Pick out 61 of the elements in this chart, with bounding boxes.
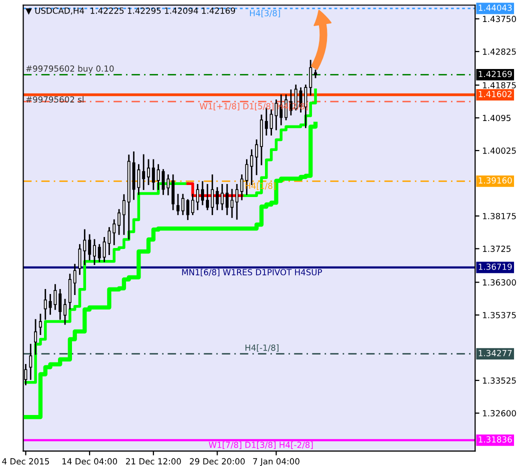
- candlestick: [230, 188, 234, 218]
- x-tick-label: 21 Dec 12:00: [126, 458, 181, 464]
- candlestick: [64, 298, 67, 325]
- candlestick: [210, 174, 214, 216]
- candlestick: [122, 194, 126, 235]
- y-tick-label: 1.43750: [482, 16, 516, 22]
- candlestick: [98, 244, 101, 262]
- candlestick: [83, 229, 86, 265]
- y-tick-label: 1.42825: [482, 48, 516, 55]
- candlestick: [147, 159, 150, 186]
- y-tick-label: 1.3725: [482, 246, 510, 252]
- x-tick-label: 14 Dec 04:00: [62, 458, 118, 464]
- ref-line-label: #99795602 buy 0.10: [26, 65, 114, 74]
- candlestick: [255, 139, 258, 176]
- y-tick-label: 1.32600: [482, 410, 516, 416]
- candlestick: [206, 184, 209, 210]
- x-tick-label: 4 Dec 2015: [2, 458, 49, 464]
- candlestick: [68, 274, 72, 310]
- candlestick: [172, 174, 175, 210]
- x-tick-label: 7 Jan 04:00: [253, 458, 300, 466]
- y-tick-label: 1.36300: [482, 279, 516, 286]
- annotation: 1.44043: [478, 4, 512, 11]
- candlestick: [152, 159, 155, 190]
- annotation: 1.34277: [478, 350, 512, 356]
- y-tick-label: 1.38175: [482, 212, 516, 220]
- ref-line-label: MN1[6/8] W1RES D1PIVOT H4SUP: [182, 268, 322, 276]
- candlestick: [196, 184, 200, 210]
- y-tick-label: 1.4095: [482, 114, 510, 122]
- candlestick: [92, 239, 96, 265]
- candlestick: [181, 194, 184, 216]
- ref-line-label: W1[+1/8] D1[5/8] H4[2/8]: [200, 102, 308, 110]
- candlestick: [235, 184, 238, 220]
- annotation: 1.39160: [478, 177, 512, 184]
- candlestick: [226, 184, 229, 216]
- candlestick: [309, 60, 312, 96]
- annotation: 1.31836: [478, 436, 512, 443]
- candlestick: [112, 219, 116, 246]
- candlestick: [44, 289, 47, 320]
- x-tick-label: 29 Dec 20:00: [190, 458, 245, 464]
- y-tick-label: 1.35375: [482, 312, 516, 318]
- y-tick-label: 1.33525: [482, 377, 516, 384]
- candlestick: [58, 289, 62, 320]
- chart-title: ▼ USDCAD,H4 1.42225 1.42295 1.42094 1.42169: [26, 8, 236, 15]
- ref-line-label: H4[3/8]: [250, 10, 280, 18]
- annotation: 1.42169: [478, 70, 512, 78]
- candlestick: [34, 319, 38, 355]
- annotation: 1.36719: [478, 264, 512, 270]
- candlestick: [201, 181, 204, 206]
- candlestick: [88, 234, 92, 260]
- candlestick: [73, 264, 76, 296]
- candlestick: [29, 344, 32, 380]
- annotation: 1.41602: [478, 90, 512, 98]
- candlestick: [166, 174, 170, 196]
- candlestick: [176, 194, 180, 216]
- y-tick-label: 1.41875: [482, 82, 516, 88]
- ref-line-label: H4[-1/8]: [245, 344, 278, 352]
- candlestick: [118, 209, 121, 235]
- y-tick-label: 1.40025: [482, 148, 516, 154]
- candlestick: [38, 314, 42, 335]
- ref-line-label: W1[7/8] D1[3/8] H4[-2/8]: [208, 442, 313, 449]
- candlestick: [142, 154, 146, 190]
